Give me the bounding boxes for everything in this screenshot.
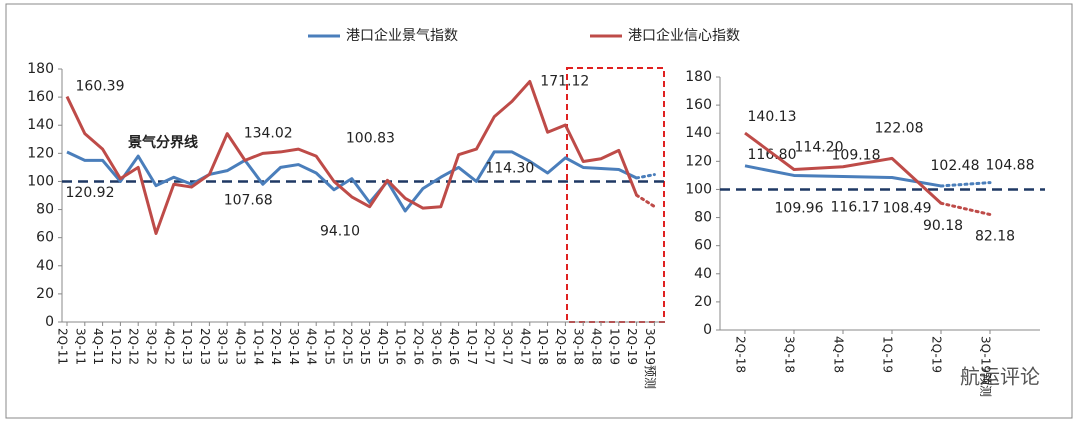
x-tick-label: 3Q-13 — [216, 328, 230, 365]
x-tick-label: 4Q-14 — [305, 328, 319, 365]
value-label: 108.49 — [883, 201, 932, 217]
value-label: 104.88 — [986, 158, 1035, 174]
x-tick-label: 1Q-19 — [607, 328, 621, 365]
y-tick-label: 40 — [36, 258, 54, 274]
y-tick-label: 20 — [36, 286, 54, 302]
x-tick-label: 3Q-19预测 — [643, 328, 657, 389]
y-tick-label: 100 — [27, 173, 54, 189]
x-tick-label: 3Q-17 — [501, 328, 515, 365]
value-label: 114.30 — [485, 160, 534, 176]
x-tick-label: 1Q-12 — [109, 328, 123, 365]
value-label: 140.13 — [748, 109, 797, 125]
y-tick-label: 0 — [703, 322, 712, 338]
x-tick-label: 3Q-18 — [572, 328, 586, 365]
highlight-box — [566, 67, 665, 323]
x-tick-label: 1Q-15 — [323, 328, 337, 365]
value-label: 160.39 — [76, 79, 125, 95]
x-tick-label: 3Q-16 — [429, 328, 443, 365]
y-tick-label: 60 — [36, 230, 54, 246]
x-tick-label: 4Q-15 — [376, 328, 390, 365]
x-tick-label: 4Q-11 — [91, 328, 105, 365]
y-tick-label: 80 — [694, 210, 712, 226]
value-label: 109.18 — [832, 148, 881, 164]
y-tick-label: 180 — [685, 69, 712, 85]
x-tick-label: 2Q-18 — [554, 328, 568, 365]
x-tick-label: 3Q-11 — [73, 328, 87, 365]
line — [65, 79, 638, 235]
y-tick-label: 60 — [694, 238, 712, 254]
y-tick-label: 160 — [685, 97, 712, 113]
y-tick-label: 100 — [685, 181, 712, 197]
x-tick-label: 2Q-11 — [56, 328, 70, 365]
x-tick-label: 2Q-19 — [930, 336, 944, 373]
y-tick-label: 180 — [27, 61, 54, 77]
forecast-line — [939, 181, 992, 188]
x-tick-label: 2Q-16 — [412, 328, 426, 365]
y-tick-label: 80 — [36, 202, 54, 218]
x-tick-label: 2Q-15 — [340, 328, 354, 365]
value-label: 171.12 — [540, 73, 589, 89]
x-tick-label: 2Q-18 — [734, 336, 748, 373]
value-label: 82.18 — [975, 228, 1015, 244]
x-tick-label: 1Q-14 — [251, 328, 265, 365]
x-tick-label: 1Q-13 — [180, 328, 194, 365]
y-tick-label: 140 — [685, 125, 712, 141]
legend-label: 港口企业景气指数 — [346, 27, 458, 44]
x-tick-label: 4Q-16 — [447, 328, 461, 365]
value-label: 100.83 — [346, 130, 395, 146]
x-tick-label: 1Q-16 — [394, 328, 408, 365]
value-label: 116.17 — [831, 200, 880, 216]
y-tick-label: 160 — [27, 89, 54, 105]
y-tick-label: 140 — [27, 117, 54, 133]
line — [744, 164, 942, 188]
value-label: 107.68 — [224, 193, 273, 209]
threshold-label: 景气分界线 — [128, 134, 198, 151]
x-tick-label: 3Q-18 — [783, 336, 797, 373]
y-tick-label: 40 — [694, 266, 712, 282]
value-label: 102.48 — [931, 158, 980, 174]
value-label: 90.18 — [923, 218, 963, 234]
x-tick-label: 2Q-12 — [127, 328, 141, 365]
line — [66, 150, 638, 213]
x-tick-label: 2Q-13 — [198, 328, 212, 365]
x-tick-label: 2Q-19 — [625, 328, 639, 365]
y-tick-label: 120 — [685, 153, 712, 169]
value-label: 109.96 — [775, 200, 824, 216]
x-tick-label: 1Q-18 — [536, 328, 550, 365]
y-tick-label: 0 — [45, 314, 54, 330]
value-label: 114.20 — [795, 139, 844, 155]
x-tick-label: 4Q-18 — [590, 328, 604, 365]
value-label: 122.08 — [875, 120, 924, 136]
x-tick-label: 3Q-14 — [287, 328, 301, 365]
value-label: 134.02 — [244, 126, 293, 142]
x-tick-label: 2Q-17 — [483, 328, 497, 365]
x-tick-label: 3Q-15 — [358, 328, 372, 365]
y-tick-label: 20 — [694, 294, 712, 310]
y-tick-label: 120 — [27, 145, 54, 161]
x-tick-label: 1Q-17 — [465, 328, 479, 365]
x-tick-label: 4Q-18 — [832, 336, 846, 373]
line — [744, 131, 943, 205]
frame — [5, 3, 1073, 419]
watermark: 航运评论 — [960, 365, 1040, 389]
legend-label: 港口企业信心指数 — [628, 27, 740, 44]
x-tick-label: 4Q-12 — [162, 328, 176, 365]
x-tick-label: 2Q-14 — [269, 328, 283, 365]
x-tick-label: 1Q-19 — [881, 336, 895, 373]
forecast-line — [635, 193, 656, 208]
x-tick-label: 4Q-17 — [518, 328, 532, 365]
x-tick-label: 4Q-13 — [234, 328, 248, 365]
forecast-line — [635, 173, 656, 180]
x-tick-label: 3Q-12 — [145, 328, 159, 365]
x-tick-label: 3Q-19预测 — [979, 336, 993, 397]
value-label: 94.10 — [320, 224, 360, 240]
forecast-line — [939, 201, 992, 216]
value-label: 120.92 — [66, 185, 115, 201]
